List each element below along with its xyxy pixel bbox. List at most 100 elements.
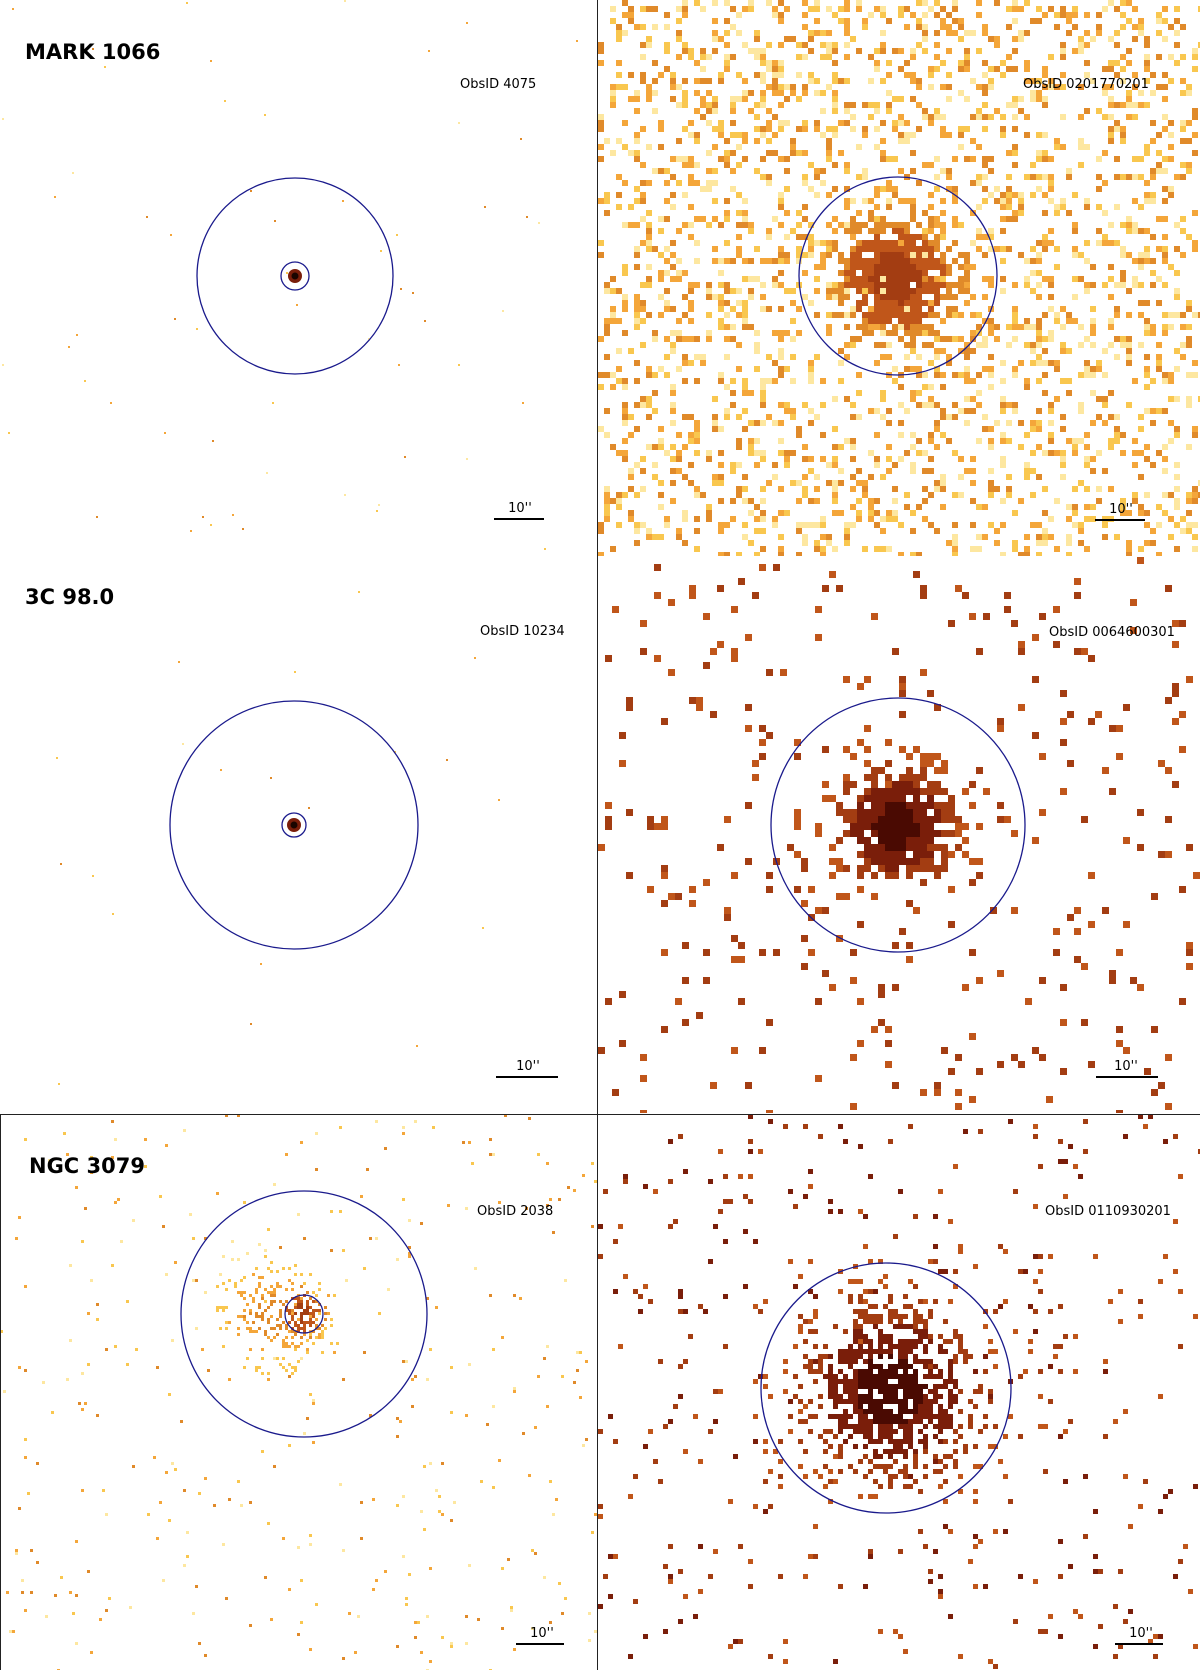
- background-count: [1084, 108, 1090, 114]
- source-count: [318, 1336, 321, 1339]
- background-count: [1162, 492, 1168, 498]
- source-count: [913, 823, 920, 830]
- extraction-circle: [196, 177, 394, 375]
- background-count: [658, 144, 664, 150]
- source-count: [927, 858, 934, 865]
- background-count: [634, 138, 640, 144]
- background-count: [694, 528, 700, 534]
- source-count: [910, 258, 916, 264]
- background-count: [654, 592, 661, 599]
- background-count: [1032, 732, 1039, 739]
- background-count: [1108, 222, 1114, 228]
- background-count: [598, 336, 604, 342]
- background-count: [501, 1567, 504, 1570]
- background-count: [676, 156, 682, 162]
- background-count: [1126, 252, 1132, 258]
- background-count: [1168, 78, 1174, 84]
- source-count: [913, 830, 920, 837]
- background-count: [678, 1394, 683, 1399]
- background-count: [826, 534, 832, 540]
- extraction-circle: [180, 1190, 428, 1438]
- background-count: [886, 420, 892, 426]
- background-count: [994, 540, 1000, 546]
- background-count: [724, 0, 730, 6]
- background-count: [658, 120, 664, 126]
- background-count: [717, 585, 724, 592]
- background-count: [1030, 468, 1036, 474]
- background-count: [910, 552, 916, 556]
- background-count: [878, 984, 885, 991]
- background-count: [1162, 378, 1168, 384]
- background-count: [1072, 24, 1078, 30]
- background-count: [1180, 90, 1186, 96]
- background-count: [372, 1498, 375, 1501]
- background-count: [920, 669, 927, 676]
- background-count: [1036, 336, 1042, 342]
- background-count: [1078, 528, 1084, 534]
- source-count: [940, 252, 946, 258]
- background-count: [634, 24, 640, 30]
- background-count: [778, 450, 784, 456]
- background-count: [689, 886, 696, 893]
- background-count: [1048, 450, 1054, 456]
- background-count: [752, 774, 759, 781]
- source-count: [976, 858, 983, 865]
- background-count: [922, 384, 928, 390]
- background-count: [964, 378, 970, 384]
- source-count: [988, 282, 994, 288]
- source-count: [794, 809, 801, 816]
- background-count: [826, 312, 832, 318]
- background-count: [934, 426, 940, 432]
- background-count: [1126, 552, 1132, 556]
- background-count: [783, 1124, 788, 1129]
- source-count: [856, 222, 862, 228]
- panel-mark1066-chandra: MARK 1066 ObsID 4075 10'': [0, 0, 597, 556]
- background-count: [634, 264, 640, 270]
- background-count: [742, 300, 748, 306]
- source-count: [928, 204, 934, 210]
- background-count: [718, 270, 724, 276]
- background-count: [682, 192, 688, 198]
- background-count: [814, 18, 820, 24]
- background-count: [832, 42, 838, 48]
- background-count: [688, 288, 694, 294]
- background-count: [468, 1141, 471, 1144]
- source-count: [862, 264, 868, 270]
- background-count: [1138, 90, 1144, 96]
- source-count: [892, 330, 898, 336]
- background-count: [558, 1582, 561, 1585]
- background-count: [874, 66, 880, 72]
- source-count: [857, 830, 864, 837]
- background-count: [1150, 270, 1156, 276]
- background-count: [724, 30, 730, 36]
- background-count: [808, 886, 815, 893]
- background-count: [724, 54, 730, 60]
- background-count: [1072, 450, 1078, 456]
- background-count: [658, 126, 664, 132]
- background-count: [694, 336, 700, 342]
- background-count: [712, 108, 718, 114]
- source-count: [868, 258, 874, 264]
- source-count: [904, 300, 910, 306]
- background-count: [808, 162, 814, 168]
- source-count: [291, 1318, 294, 1321]
- source-count: [294, 1348, 297, 1351]
- background-count: [808, 36, 814, 42]
- source-count: [270, 1300, 273, 1303]
- background-count: [958, 66, 964, 72]
- background-count: [1186, 138, 1192, 144]
- source-count: [964, 270, 970, 276]
- background-count: [802, 252, 808, 258]
- background-count: [619, 1040, 626, 1047]
- background-count: [850, 753, 857, 760]
- background-count: [910, 72, 916, 78]
- background-count: [958, 492, 964, 498]
- background-count: [404, 456, 406, 458]
- source-count: [838, 252, 844, 258]
- background-count: [836, 585, 843, 592]
- background-count: [676, 366, 682, 372]
- background-count: [844, 30, 850, 36]
- background-count: [969, 1096, 976, 1103]
- background-count: [982, 198, 988, 204]
- source-count: [321, 1333, 324, 1336]
